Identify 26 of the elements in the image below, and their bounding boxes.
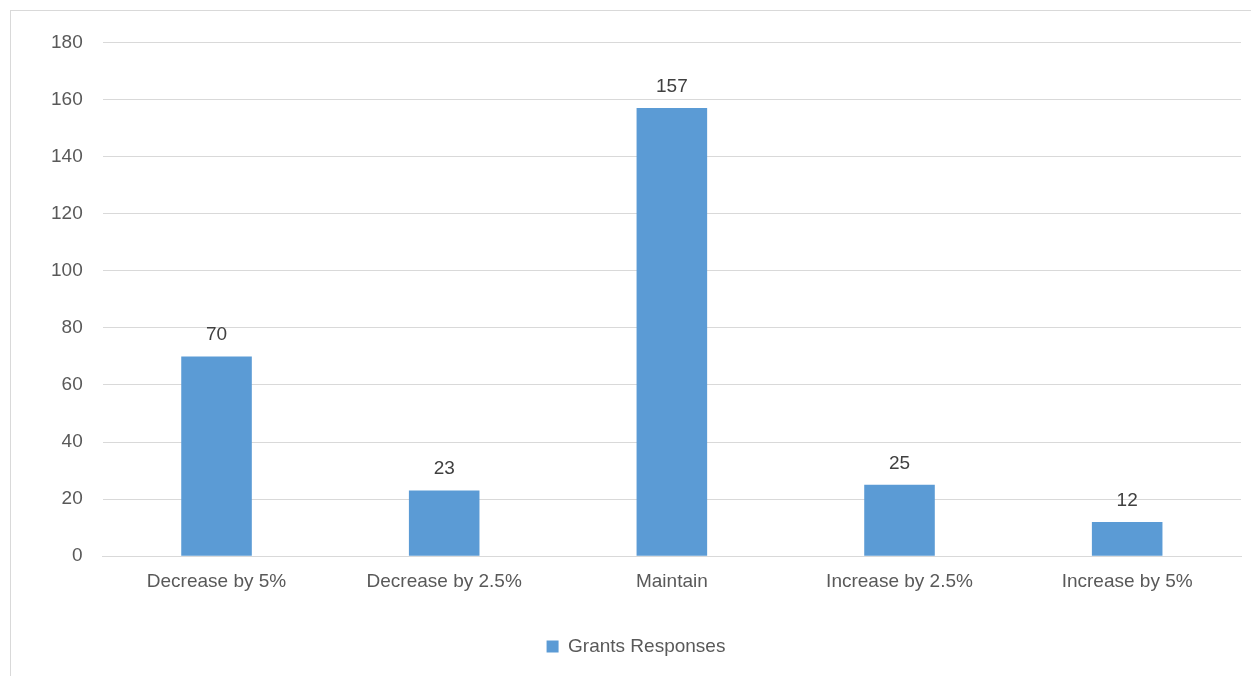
bar — [864, 484, 935, 556]
data-label: 23 — [433, 457, 455, 479]
data-label: 70 — [205, 323, 228, 345]
y-tick-label: 140 — [51, 144, 83, 166]
bar — [1091, 521, 1163, 556]
x-tick-label: Increase by 2.5% — [826, 569, 974, 591]
y-tick-label: 20 — [61, 487, 83, 509]
y-tick-label: 60 — [61, 373, 83, 395]
x-tick-label: Increase by 5% — [1061, 569, 1193, 591]
y-tick-label: 80 — [61, 316, 83, 338]
x-tick-label: Maintain — [635, 569, 708, 591]
y-tick-label: 0 — [72, 544, 83, 566]
bar — [181, 356, 252, 556]
y-tick-label: 180 — [51, 30, 83, 52]
data-label: 12 — [1116, 488, 1138, 510]
bar — [636, 108, 708, 556]
data-label: 25 — [888, 451, 911, 473]
data-label: 157 — [656, 74, 688, 96]
x-tick-label: Decrease by 2.5% — [366, 569, 522, 591]
y-tick-label: 160 — [51, 87, 83, 109]
legend-label: Grants Responses — [568, 634, 726, 656]
x-tick-label: Decrease by 5% — [146, 569, 287, 591]
y-tick-label: 100 — [51, 258, 83, 280]
y-tick-label: 40 — [61, 430, 83, 452]
y-tick-label: 120 — [51, 201, 83, 223]
bar — [408, 490, 480, 556]
